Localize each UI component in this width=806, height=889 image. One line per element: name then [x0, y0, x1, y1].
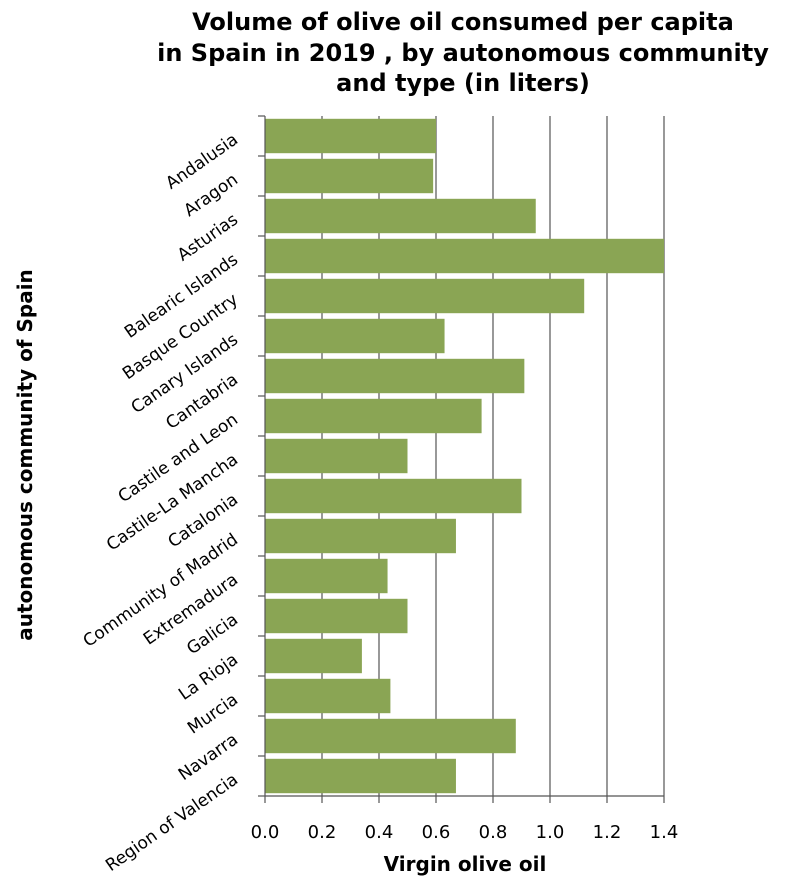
bar — [265, 758, 456, 794]
bar — [265, 558, 388, 594]
x-tick-label: 0.0 — [251, 822, 280, 843]
x-tick-label: 1.0 — [536, 822, 565, 843]
x-tick-label: 0.4 — [365, 822, 394, 843]
bar — [265, 478, 522, 514]
x-tick-label: 0.8 — [479, 822, 508, 843]
chart-title-line-1: Volume of olive oil consumed per capita — [192, 8, 734, 36]
bar — [265, 718, 516, 754]
bar — [265, 198, 536, 234]
bar — [265, 278, 585, 314]
y-category-label: Region of Valencia — [102, 770, 242, 876]
x-tick-labels: 0.0 0.2 0.4 0.6 0.8 1.0 1.2 1.4 — [251, 822, 679, 843]
bar — [265, 598, 408, 634]
bar — [265, 118, 436, 154]
chart-title-line-3: and type (in liters) — [336, 69, 590, 97]
bar — [265, 638, 362, 674]
bar — [265, 438, 408, 474]
bar — [265, 518, 456, 554]
axes — [258, 115, 665, 803]
x-tick-label: 0.2 — [308, 822, 337, 843]
bar — [265, 678, 391, 714]
bars — [265, 118, 664, 794]
x-tick-label: 1.4 — [650, 822, 679, 843]
y-axis-title: autonomous community of Spain — [13, 269, 37, 641]
x-axis-title: Virgin olive oil — [384, 852, 547, 876]
bar — [265, 158, 434, 194]
chart-title: Volume of olive oil consumed per capita … — [157, 8, 769, 97]
chart-title-line-2: in Spain in 2019 , by autonomous communi… — [157, 39, 769, 67]
bar — [265, 398, 482, 434]
bar — [265, 318, 445, 354]
bar — [265, 238, 664, 274]
x-tick-label: 1.2 — [593, 822, 622, 843]
bar — [265, 358, 525, 394]
x-tick-label: 0.6 — [422, 822, 451, 843]
